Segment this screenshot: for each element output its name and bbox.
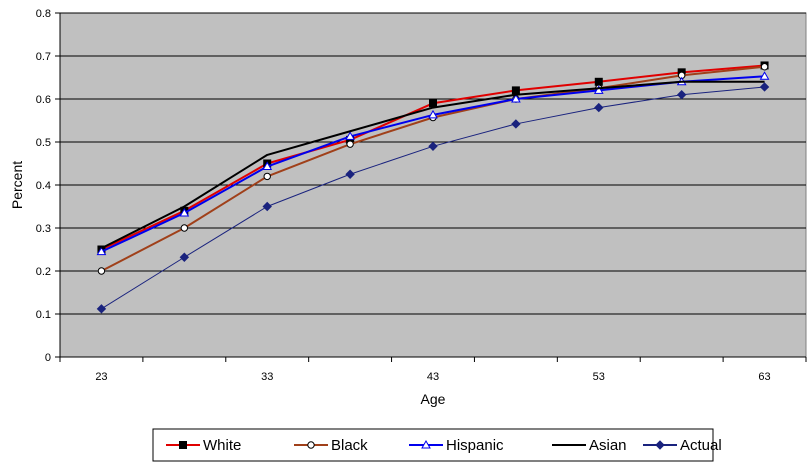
data-point-black [97,267,106,275]
data-point-actual [96,304,107,314]
y-tick-label: 0 [45,352,51,364]
series-lines [96,61,770,314]
y-tick-label: 0.4 [36,180,51,192]
y-tick-label: 0.3 [36,223,51,235]
data-point-black [263,172,271,181]
data-point-black [180,224,189,232]
legend-marker-hispanic [421,439,431,449]
y-axis-title: Percent [9,161,25,209]
y-tick-label: 0.5 [36,137,51,149]
x-tick-label: 33 [261,371,273,383]
data-point-black [346,140,354,148]
legend-label-asian: Asian [589,437,627,454]
data-point-hispanic [428,109,438,119]
legend-entry-actual: Actual [643,437,722,454]
y-tick-label: 0.2 [36,266,51,278]
series-line-asian [100,80,765,250]
data-point-white [594,77,603,86]
legend-label-black: Black [331,437,368,454]
data-point-actual [594,102,604,113]
data-point-hispanic [345,131,355,140]
data-point-actual [179,252,190,262]
legend-entry-black: Black [294,437,368,454]
data-point-hispanic [593,85,604,94]
data-point-black [760,63,769,71]
data-point-actual [345,169,355,179]
data-point-actual [511,119,521,129]
axes: 0 0.1 0.2 0.3 0.4 0.5 0.6 0.7 0.8 23 33 43 53 63 [36,8,807,383]
legend-marker-actual [655,440,665,450]
legend-marker-white [179,441,187,449]
x-axis-title: Age [421,391,446,407]
data-point-white [511,86,520,95]
data-point-hispanic [262,161,273,171]
legend-entry-hispanic: Hispanic [409,437,504,454]
series-actual [96,82,770,314]
data-point-hispanic [759,71,770,80]
data-point-hispanic [511,93,521,103]
x-tick-label: 43 [427,371,439,383]
legend-entry-white: White [166,437,241,454]
legend-label-actual: Actual [680,437,722,454]
x-tick-label: 63 [758,371,770,383]
data-point-white [429,99,437,108]
data-point-actual [428,141,438,152]
series-asian [100,80,765,250]
data-point-hispanic [96,246,107,256]
legend-label-white: White [203,437,241,454]
x-tick-label: 53 [593,371,605,383]
legend-label-hispanic: Hispanic [446,437,504,454]
legend-entry-asian: Asian [552,437,627,454]
y-tick-label: 0.6 [36,94,51,106]
y-tick-label: 0.8 [36,8,51,20]
y-tick-label: 0.1 [36,309,51,321]
x-tick-label: 23 [95,371,107,383]
data-point-actual [676,89,687,100]
legend: White Black Hispanic Asian Actual [152,428,722,462]
legend-marker-black [307,441,315,449]
y-tick-label: 0.7 [36,51,51,63]
data-point-actual [759,82,770,92]
data-point-actual [262,201,272,212]
data-point-hispanic [179,207,190,217]
